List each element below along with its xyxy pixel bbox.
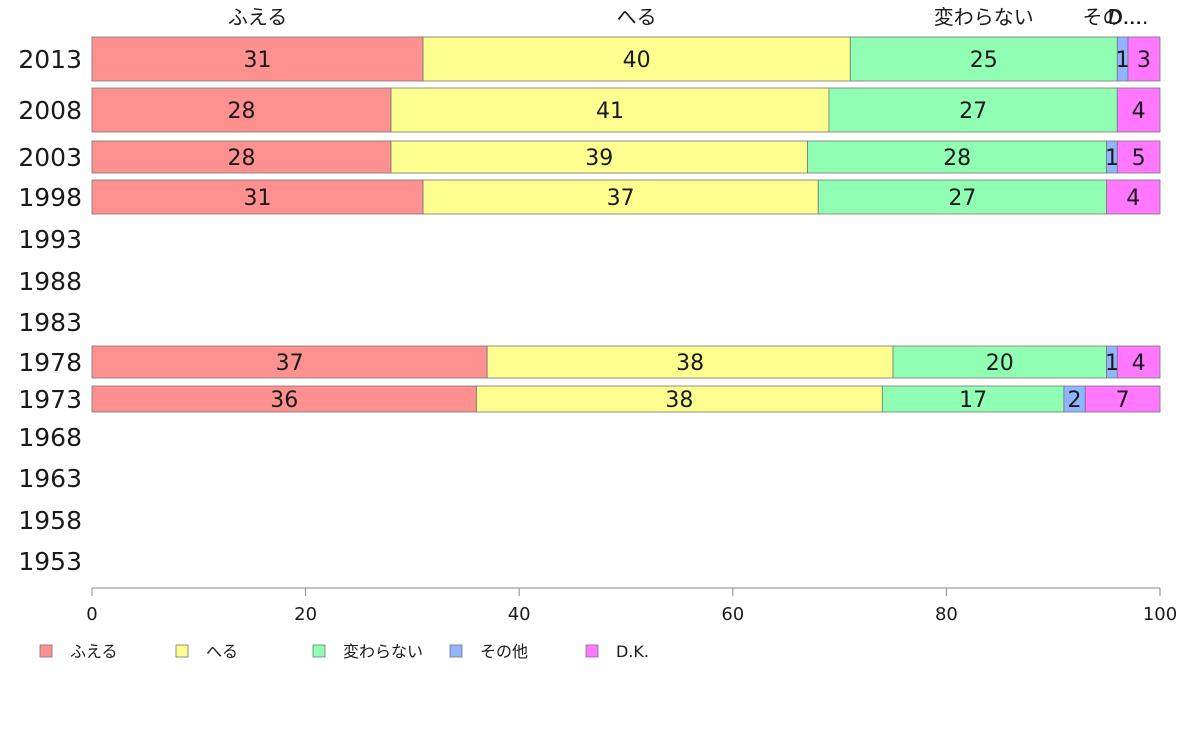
bar-segment	[486, 345, 894, 379]
year-label-2013: 2013	[18, 45, 82, 74]
year-label-2008: 2008	[18, 96, 82, 125]
top-label: その...	[1082, 5, 1141, 29]
x-tick-label: 20	[294, 604, 317, 625]
bar-segment	[1116, 140, 1161, 174]
bar-segment	[476, 385, 883, 413]
data-label: 4	[1132, 351, 1146, 376]
bar-segment	[91, 385, 477, 413]
legend-swatch	[585, 644, 599, 658]
year-labels: 2013 2008 2003 1998 1993 1988 1983 1978 1973 1968…	[18, 45, 82, 576]
top-category-labels: ふえる へる 変わらない その...D....	[228, 5, 1149, 29]
bar-segment	[91, 36, 424, 82]
year-label-1998: 1998	[18, 183, 82, 212]
bar-segment	[1106, 179, 1161, 215]
data-label: 7	[1116, 388, 1130, 413]
year-label-1963: 1963	[18, 464, 82, 493]
x-tick-label: 100	[1143, 604, 1177, 625]
data-label: 31	[244, 186, 272, 211]
year-label-1973: 1973	[18, 385, 82, 414]
legend-label: ふえる	[70, 642, 118, 661]
data-label: 25	[970, 48, 998, 73]
bar-segment	[91, 179, 424, 215]
top-label: 変わらない	[934, 5, 1034, 29]
data-label: 38	[665, 388, 693, 413]
bar-segment	[1127, 36, 1161, 82]
legend-swatch	[39, 644, 53, 658]
x-axis: 0 20 40 60 80 100	[86, 587, 1177, 625]
year-label-1953: 1953	[18, 547, 82, 576]
bar-segment	[91, 140, 392, 174]
data-label: 1	[1116, 48, 1130, 73]
legend-swatch	[175, 644, 189, 658]
data-label: 1	[1105, 146, 1119, 171]
data-label: 40	[623, 48, 651, 73]
bar-segment	[390, 87, 830, 133]
year-label-1983: 1983	[18, 308, 82, 337]
data-label: 36	[270, 388, 298, 413]
data-label: 31	[244, 48, 272, 73]
legend-label: その他	[480, 642, 528, 661]
year-label-1988: 1988	[18, 267, 82, 296]
data-label: 37	[607, 186, 635, 211]
data-label: 3	[1137, 48, 1151, 73]
data-label: 28	[228, 146, 256, 171]
bars-layer: 31 40 25 1 328 41 27 428 39 28 1 531 37 27 437 38 20 1 436…	[91, 36, 1161, 413]
data-label: 4	[1126, 186, 1140, 211]
legend: ふえる へる 変わらない その他 D.K.	[39, 642, 649, 661]
year-label-1968: 1968	[18, 423, 82, 452]
data-label: 27	[959, 99, 987, 124]
bar-segment	[849, 36, 1118, 82]
legend-swatch	[312, 644, 326, 658]
data-label: 39	[585, 146, 613, 171]
legend-label: 変わらない	[343, 642, 423, 661]
bar-segment	[1116, 87, 1161, 133]
top-label: ふえる	[228, 5, 287, 29]
data-label: 27	[948, 186, 976, 211]
data-label: 20	[986, 351, 1014, 376]
legend-label: D.K.	[616, 642, 649, 661]
data-label: 2	[1068, 388, 1082, 413]
top-label: へる	[617, 5, 657, 29]
bar-segment	[91, 345, 488, 379]
bar-segment	[422, 36, 851, 82]
year-label-1958: 1958	[18, 506, 82, 535]
top-label: D....	[1108, 5, 1149, 29]
data-label: 5	[1132, 146, 1146, 171]
data-label: 38	[676, 351, 704, 376]
bar-segment	[807, 140, 1108, 174]
bar-segment	[881, 385, 1065, 413]
bar-segment	[422, 179, 819, 215]
data-label: 41	[596, 99, 624, 124]
data-label: 4	[1132, 99, 1146, 124]
bar-segment	[817, 179, 1107, 215]
year-label-1978: 1978	[18, 348, 82, 377]
bar-segment	[892, 345, 1108, 379]
data-label: 28	[228, 99, 256, 124]
x-tick-label: 80	[935, 604, 958, 625]
bar-segment	[91, 87, 392, 133]
bar-segment	[828, 87, 1118, 133]
x-tick-label: 60	[721, 604, 744, 625]
year-label-1993: 1993	[18, 225, 82, 254]
data-label: 28	[943, 146, 971, 171]
data-label: 1	[1105, 351, 1119, 376]
legend-label: へる	[206, 642, 238, 661]
x-tick-label: 40	[508, 604, 531, 625]
bar-segment	[390, 140, 808, 174]
bar-segment	[1084, 385, 1161, 413]
data-label: 17	[959, 388, 987, 413]
legend-swatch	[449, 644, 463, 658]
year-label-2003: 2003	[18, 143, 82, 172]
data-label: 37	[276, 351, 304, 376]
bar-segment	[1116, 345, 1161, 379]
x-tick-label: 0	[86, 604, 97, 625]
